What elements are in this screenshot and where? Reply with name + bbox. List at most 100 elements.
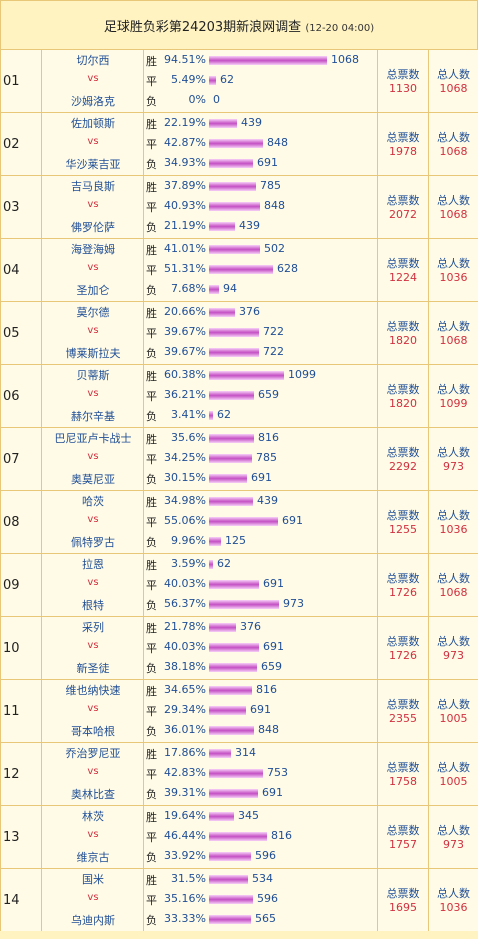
home-team[interactable]: 林茨 bbox=[82, 810, 104, 823]
total-people: 总人数 1068 bbox=[429, 554, 478, 616]
stat-percent: 36.21% bbox=[164, 388, 206, 401]
away-team[interactable]: 乌迪内斯 bbox=[71, 914, 115, 927]
stat-win: 胜 20.66% 376 bbox=[146, 303, 376, 321]
stat-draw: 平 35.16% 596 bbox=[146, 890, 376, 908]
home-team[interactable]: 佐加顿斯 bbox=[71, 117, 115, 130]
stat-percent: 20.66% bbox=[164, 305, 206, 318]
stat-percent: 35.6% bbox=[171, 431, 206, 444]
away-team[interactable]: 沙姆洛克 bbox=[71, 95, 115, 108]
away-team[interactable]: 奥林比查 bbox=[71, 788, 115, 801]
away-team[interactable]: 奥莫尼亚 bbox=[71, 473, 115, 486]
stat-bar bbox=[209, 600, 279, 609]
total-votes-label: 总票数 bbox=[386, 572, 420, 585]
stat-bar bbox=[209, 643, 259, 652]
total-votes: 总票数 1820 bbox=[378, 302, 429, 364]
away-team[interactable]: 根特 bbox=[82, 599, 104, 612]
home-team[interactable]: 采列 bbox=[82, 621, 104, 634]
away-team[interactable]: 博莱斯拉夫 bbox=[65, 347, 121, 360]
home-team[interactable]: 巴尼亚卢卡战士 bbox=[54, 432, 132, 445]
stat-label: 胜 bbox=[146, 370, 157, 383]
total-people-label: 总人数 bbox=[437, 68, 470, 81]
stat-label: 平 bbox=[146, 75, 157, 88]
away-team[interactable]: 新圣徒 bbox=[76, 662, 110, 675]
stat-label: 平 bbox=[146, 264, 157, 277]
stat-win: 胜 37.89% 785 bbox=[146, 177, 376, 195]
home-team[interactable]: 维也纳快速 bbox=[65, 684, 121, 697]
total-people: 总人数 1005 bbox=[429, 743, 478, 805]
stat-count: 314 bbox=[235, 746, 256, 759]
total-people-value: 1036 bbox=[439, 271, 468, 284]
bottom-strip bbox=[0, 931, 478, 939]
total-people-value: 973 bbox=[443, 649, 464, 662]
stat-label: 胜 bbox=[146, 685, 157, 698]
home-team[interactable]: 吉马良斯 bbox=[71, 180, 115, 193]
away-team[interactable]: 维京古 bbox=[76, 851, 110, 864]
total-people: 总人数 1099 bbox=[429, 365, 478, 427]
stat-count: 816 bbox=[258, 431, 279, 444]
home-team[interactable]: 哈茨 bbox=[82, 495, 104, 508]
total-people-label: 总人数 bbox=[437, 194, 470, 207]
home-team[interactable]: 莫尔德 bbox=[76, 306, 110, 319]
home-team[interactable]: 贝蒂斯 bbox=[76, 369, 110, 382]
match-row: 08 哈茨 vs 佩特罗古 胜 34.98% 439 平 55.06% 691 bbox=[0, 491, 478, 554]
stat-percent: 9.96% bbox=[171, 534, 206, 547]
total-people: 总人数 1068 bbox=[429, 302, 478, 364]
away-team[interactable]: 圣加仑 bbox=[76, 284, 110, 297]
total-votes-label: 总票数 bbox=[386, 698, 420, 711]
stat-lose: 负 33.33% 565 bbox=[146, 910, 376, 928]
total-votes-value: 2292 bbox=[389, 460, 417, 473]
total-people-value: 1068 bbox=[439, 208, 468, 221]
stat-label: 胜 bbox=[146, 118, 157, 131]
stat-bar bbox=[209, 245, 260, 254]
home-team[interactable]: 国米 bbox=[82, 873, 104, 886]
stat-bar bbox=[209, 706, 246, 715]
stat-percent: 40.93% bbox=[164, 199, 206, 212]
stat-percent: 55.06% bbox=[164, 514, 206, 527]
total-people: 总人数 1005 bbox=[429, 680, 478, 742]
stat-bar bbox=[209, 202, 260, 211]
match-row: 04 海登海姆 vs 圣加仑 胜 41.01% 502 平 51.31% 628 bbox=[0, 239, 478, 302]
stat-draw: 平 34.25% 785 bbox=[146, 449, 376, 467]
stat-label: 平 bbox=[146, 138, 157, 151]
stat-bar bbox=[209, 308, 235, 317]
match-number: 04 bbox=[1, 239, 42, 301]
total-people-value: 1068 bbox=[439, 586, 468, 599]
stat-bar bbox=[209, 915, 251, 924]
home-team[interactable]: 切尔西 bbox=[76, 54, 110, 67]
away-team[interactable]: 哥本哈根 bbox=[71, 725, 115, 738]
stat-label: 胜 bbox=[146, 433, 157, 446]
home-team[interactable]: 海登海姆 bbox=[71, 243, 115, 256]
away-team[interactable]: 佛罗伦萨 bbox=[71, 221, 115, 234]
stat-count: 439 bbox=[241, 116, 262, 129]
total-people: 总人数 1036 bbox=[429, 869, 478, 931]
stat-label: 平 bbox=[146, 579, 157, 592]
stat-bar bbox=[209, 749, 231, 758]
away-team[interactable]: 华沙莱吉亚 bbox=[65, 158, 121, 171]
stat-win: 胜 19.64% 345 bbox=[146, 807, 376, 825]
stat-bar bbox=[209, 454, 252, 463]
stat-win: 胜 94.51% 1068 bbox=[146, 51, 376, 69]
away-team[interactable]: 佩特罗古 bbox=[71, 536, 115, 549]
stat-percent: 5.49% bbox=[171, 73, 206, 86]
total-votes-label: 总票数 bbox=[386, 194, 420, 207]
stat-draw: 平 40.93% 848 bbox=[146, 197, 376, 215]
stat-count: 816 bbox=[256, 683, 277, 696]
stat-count: 1068 bbox=[331, 53, 359, 66]
stat-bar bbox=[209, 434, 254, 443]
total-votes: 总票数 1758 bbox=[378, 743, 429, 805]
stat-bar bbox=[209, 895, 253, 904]
home-team[interactable]: 乔治罗尼亚 bbox=[65, 747, 121, 760]
total-votes: 总票数 1255 bbox=[378, 491, 429, 553]
stat-label: 负 bbox=[146, 788, 157, 801]
total-votes-value: 2072 bbox=[389, 208, 417, 221]
home-team[interactable]: 拉恩 bbox=[82, 558, 104, 571]
stat-bar bbox=[209, 580, 259, 589]
stat-label: 胜 bbox=[146, 748, 157, 761]
stat-draw: 平 40.03% 691 bbox=[146, 638, 376, 656]
stat-label: 平 bbox=[146, 327, 157, 340]
away-team[interactable]: 赫尔辛基 bbox=[71, 410, 115, 423]
stat-count: 848 bbox=[267, 136, 288, 149]
total-people-value: 1005 bbox=[439, 775, 468, 788]
stat-bar bbox=[209, 182, 256, 191]
stat-label: 胜 bbox=[146, 874, 157, 887]
